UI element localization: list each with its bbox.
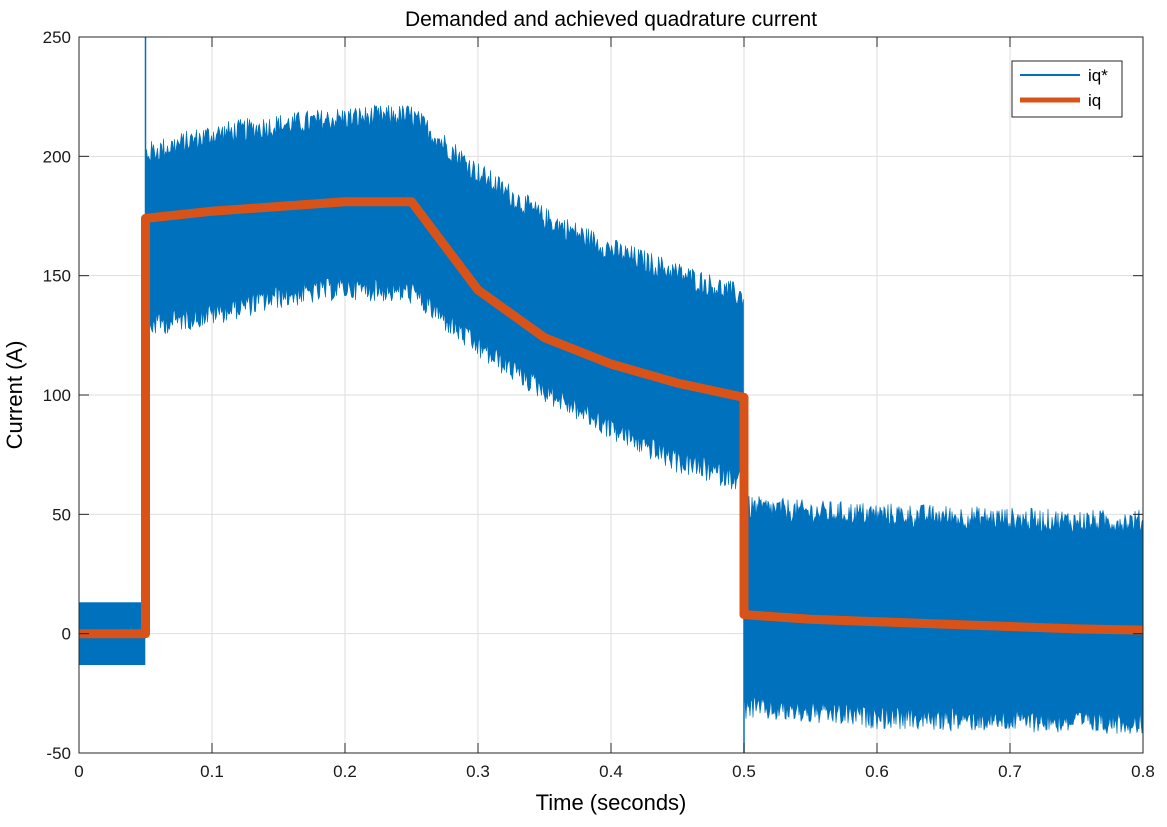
- y-tick-label: 100: [43, 386, 71, 405]
- tick-labels: 0 0.1 0.2 0.3 0.4 0.5 0.6 0.7 0.8-50050100150200…: [43, 28, 1155, 781]
- series-layer: [79, 37, 1143, 753]
- chart-title: Demanded and achieved quadrature current: [405, 8, 817, 31]
- x-tick-label: 0: [74, 762, 83, 781]
- x-tick-label: 0.7: [998, 762, 1022, 781]
- y-tick-label: 150: [43, 267, 71, 286]
- x-tick-label: 0.8: [1131, 762, 1155, 781]
- legend-label-iq: iq: [1088, 91, 1101, 110]
- x-tick-label: 0.3: [466, 762, 490, 781]
- legend-label-iq-star: iq*: [1088, 66, 1108, 85]
- series-iq-line-core: [79, 200, 1143, 635]
- x-tick-label: 0.6: [865, 762, 889, 781]
- x-tick-label: 0.5: [732, 762, 756, 781]
- x-axis-label: Time (seconds): [536, 790, 687, 815]
- legend-box: [1011, 60, 1123, 118]
- x-tick-label: 0.4: [599, 762, 623, 781]
- y-tick-label: 200: [43, 147, 71, 166]
- ticks: [78, 36, 1144, 754]
- legend: iq* iq: [1011, 60, 1123, 118]
- x-tick-label: 0.1: [200, 762, 224, 781]
- y-axis-label: Current (A): [2, 341, 27, 450]
- series-iq-star-band: [743, 495, 1143, 734]
- y-tick-label: -50: [46, 744, 71, 763]
- x-tick-label: 0.2: [333, 762, 357, 781]
- y-tick-label: 250: [43, 28, 71, 47]
- y-tick-label: 50: [52, 505, 71, 524]
- y-tick-label: 0: [62, 625, 71, 644]
